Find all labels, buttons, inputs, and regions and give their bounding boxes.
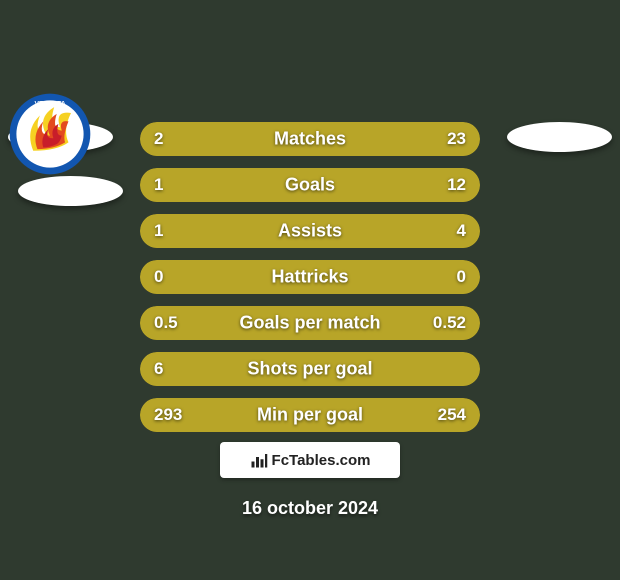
- stat-label: Assists: [140, 221, 480, 242]
- footer-site-text: FcTables.com: [272, 452, 371, 469]
- vegalta-logo-icon: VEGALTA: [8, 92, 92, 176]
- stat-bar: 14Assists: [140, 214, 480, 248]
- club-badge-left-2: [18, 176, 123, 206]
- footer-site-box: FcTables.com: [220, 442, 400, 478]
- stat-label: Goals: [140, 175, 480, 196]
- stat-bar: 112Goals: [140, 168, 480, 202]
- stat-bar: 6Shots per goal: [140, 352, 480, 386]
- bar-chart-icon: [250, 451, 268, 469]
- stat-bar: 223Matches: [140, 122, 480, 156]
- stat-label: Hattricks: [140, 267, 480, 288]
- stat-label: Shots per goal: [140, 359, 480, 380]
- stat-bar: 293254Min per goal: [140, 398, 480, 432]
- fctables-logo: FcTables.com: [250, 451, 371, 469]
- vegalta-text: VEGALTA: [34, 100, 65, 107]
- stat-label: Min per goal: [140, 405, 480, 426]
- stat-bar: 0.50.52Goals per match: [140, 306, 480, 340]
- stats-bars: 223Matches 112Goals 14Assists 00Hattricks 0.…: [140, 122, 480, 432]
- stat-bar: 00Hattricks: [140, 260, 480, 294]
- stat-label: Goals per match: [140, 313, 480, 334]
- footer-date: 16 october 2024: [0, 498, 620, 519]
- club-badge-right-1: [507, 122, 612, 152]
- stat-label: Matches: [140, 129, 480, 150]
